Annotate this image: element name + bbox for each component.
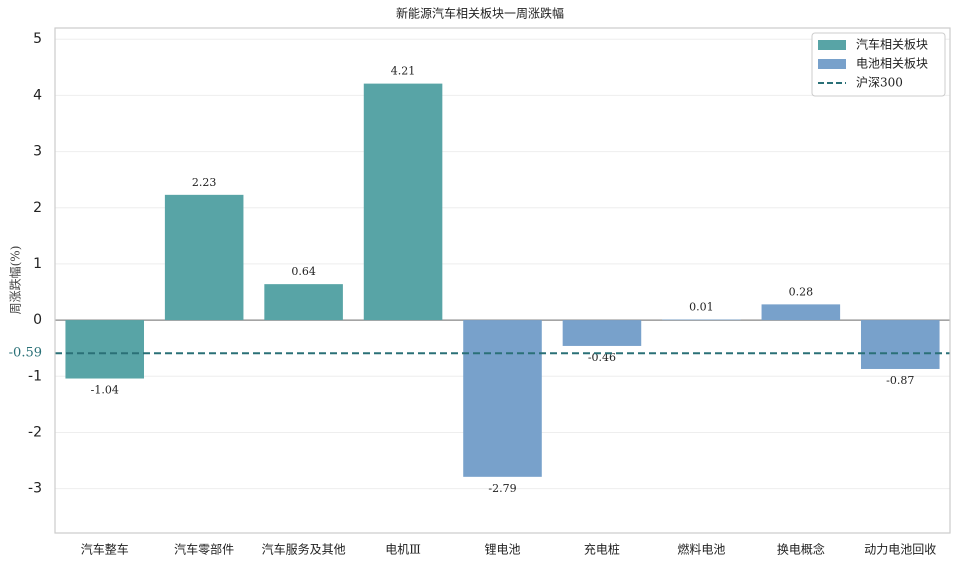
y-tick-label: 5 [33,31,42,47]
x-tick-label: 汽车整车 [81,542,129,557]
chart-title: 新能源汽车相关板块一周涨跌幅 [396,6,564,21]
y-tick-label: -2 [28,424,42,440]
value-label: -1.04 [91,384,119,397]
x-tick-label: 动力电池回收 [864,543,936,557]
y-tick-label: -1 [28,368,42,384]
x-tick-label: 换电概念 [777,542,825,557]
y-tick-label: 1 [33,256,42,272]
x-tick-label: 锂电池 [484,542,520,557]
value-label: 4.21 [391,65,416,78]
x-tick-label: 燃料电池 [677,542,725,557]
bar [65,320,145,379]
legend-label: 汽车相关板块 [856,37,928,52]
bar [562,320,642,346]
value-label: 0.01 [689,301,714,314]
y-tick-label: 2 [33,200,42,216]
bar [761,304,841,321]
x-tick-label: 充电桩 [584,542,620,557]
plot-frame [54,27,951,534]
y-axis-label: 周涨跌幅(%) [8,246,23,315]
legend-swatch [818,59,846,69]
value-label: 0.64 [291,265,316,278]
bar [363,83,443,321]
legend-swatch [818,40,846,50]
value-label: 2.23 [192,176,217,189]
x-tick-label: 汽车零部件 [174,542,234,557]
y-tick-label: -3 [28,481,42,497]
y-tick-label: 3 [33,144,42,160]
bar [662,319,741,321]
bar [463,320,542,477]
y-tick-label: 4 [33,87,42,103]
legend-label: 电池相关板块 [856,57,928,71]
bar [164,194,244,321]
legend-label: 沪深300 [856,76,903,90]
x-tick-label: 电机Ⅲ [385,543,421,557]
value-label: 0.28 [789,285,814,298]
bar [860,320,940,369]
value-label: -0.87 [886,374,914,387]
reference-label: -0.59 [9,346,42,361]
value-label: -2.79 [488,482,516,495]
x-tick-label: 汽车服务及其他 [262,542,346,557]
bar [264,284,343,321]
y-tick-label: 0 [33,312,42,328]
